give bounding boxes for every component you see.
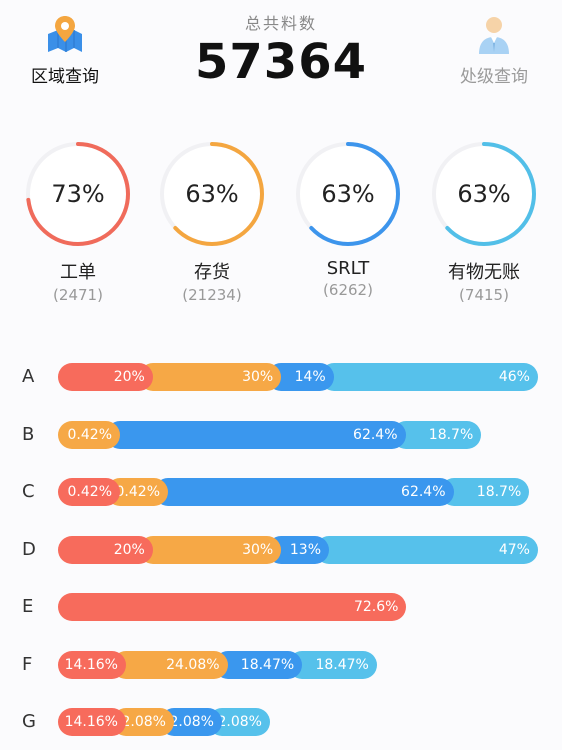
region-query-label: 区域查询 bbox=[31, 67, 99, 87]
bar-segment[interactable]: 18.47% bbox=[288, 651, 377, 679]
bar-row-label: D bbox=[22, 539, 36, 560]
bar-segment[interactable]: 14.16% bbox=[58, 651, 126, 679]
gauge-section: 73% 工单 (2471) 63% 存货 (21234) 63% SRLT (6262) 63% 有… bbox=[0, 140, 562, 315]
bar-row-label: G bbox=[22, 711, 36, 732]
bar-segment[interactable]: 62.4% bbox=[154, 478, 454, 506]
gauge-count: (2471) bbox=[53, 286, 103, 304]
gauge-ring: 73% bbox=[26, 142, 130, 246]
bar-segment[interactable]: 18.7% bbox=[439, 478, 530, 506]
bar-row-g[interactable]: G 12.08% 12.08% 12.08% 14.16% bbox=[0, 708, 562, 736]
bar-row-d[interactable]: D 47% 13% 30% 20% bbox=[0, 536, 562, 564]
gauge-name: 存货 bbox=[194, 262, 230, 283]
bar-segment[interactable]: 14.16% bbox=[58, 708, 126, 736]
gauge-ring: 63% bbox=[296, 142, 400, 246]
total-count: 57364 bbox=[195, 34, 367, 90]
gauge-percent: 63% bbox=[321, 180, 374, 208]
bar-segment[interactable]: 46% bbox=[319, 363, 538, 391]
gauge-progress-arc bbox=[26, 142, 130, 246]
bar-segment[interactable]: 0.42% bbox=[58, 421, 120, 449]
person-icon bbox=[446, 12, 542, 58]
bar-row-label: B bbox=[22, 424, 35, 445]
bar-segment[interactable]: 47% bbox=[315, 536, 538, 564]
bar-segment[interactable]: 18.7% bbox=[391, 421, 482, 449]
map-pin-icon bbox=[20, 12, 110, 58]
gauge-ring: 63% bbox=[160, 142, 264, 246]
gauge-name: 工单 bbox=[60, 262, 96, 283]
header: 区域查询 总共料数 57364 处级查询 bbox=[0, 0, 562, 110]
bar-segment[interactable]: 24.08% bbox=[111, 651, 228, 679]
gauge-1[interactable]: 73% 工单 (2471) bbox=[18, 140, 138, 304]
bar-segment[interactable]: 30% bbox=[138, 363, 282, 391]
gauge-count: (6262) bbox=[323, 281, 373, 299]
bar-row-label: A bbox=[22, 366, 35, 387]
bar-row-b[interactable]: B 18.7% 62.4% 0.42% bbox=[0, 421, 562, 449]
bar-segment[interactable]: 72.6% bbox=[58, 593, 407, 621]
gauge-ring: 63% bbox=[432, 142, 536, 246]
bar-segment[interactable]: 18.47% bbox=[213, 651, 303, 679]
bar-row-label: C bbox=[22, 481, 35, 502]
bar-row-e[interactable]: E 72.6% bbox=[0, 593, 562, 621]
division-query-label: 处级查询 bbox=[460, 67, 528, 87]
division-query-button[interactable]: 处级查询 bbox=[446, 12, 542, 87]
bar-row-c[interactable]: C 18.7% 62.4% 0.42% 0.42% bbox=[0, 478, 562, 506]
gauge-progress-arc bbox=[432, 142, 536, 246]
gauge-percent: 63% bbox=[185, 180, 238, 208]
bar-row-label: F bbox=[22, 654, 33, 675]
bar-segment[interactable]: 62.4% bbox=[106, 421, 406, 449]
gauge-name: SRLT bbox=[326, 258, 370, 279]
gauge-2[interactable]: 63% 存货 (21234) bbox=[152, 140, 272, 304]
bar-row-f[interactable]: F 18.47% 18.47% 24.08% 14.16% bbox=[0, 651, 562, 679]
gauge-3[interactable]: 63% SRLT (6262) bbox=[288, 140, 408, 299]
bar-segment[interactable]: 30% bbox=[138, 536, 282, 564]
gauge-percent: 63% bbox=[457, 180, 510, 208]
bar-row-label: E bbox=[22, 596, 34, 617]
gauge-progress-arc bbox=[296, 142, 400, 246]
region-query-button[interactable]: 区域查询 bbox=[20, 12, 110, 87]
gauge-count: (21234) bbox=[182, 286, 242, 304]
gauge-percent: 73% bbox=[51, 180, 104, 208]
gauge-progress-arc bbox=[160, 142, 264, 246]
bar-segment[interactable]: 0.42% bbox=[58, 478, 120, 506]
page-subtitle: 总共料数 bbox=[244, 14, 317, 33]
bar-segment[interactable]: 20% bbox=[58, 363, 153, 391]
gauge-name: 有物无账 bbox=[448, 262, 520, 283]
bar-segment[interactable]: 20% bbox=[58, 536, 153, 564]
gauge-count: (7415) bbox=[459, 286, 509, 304]
bar-row-a[interactable]: A 46% 14% 30% 20% bbox=[0, 363, 562, 391]
gauge-4[interactable]: 63% 有物无账 (7415) bbox=[424, 140, 544, 304]
